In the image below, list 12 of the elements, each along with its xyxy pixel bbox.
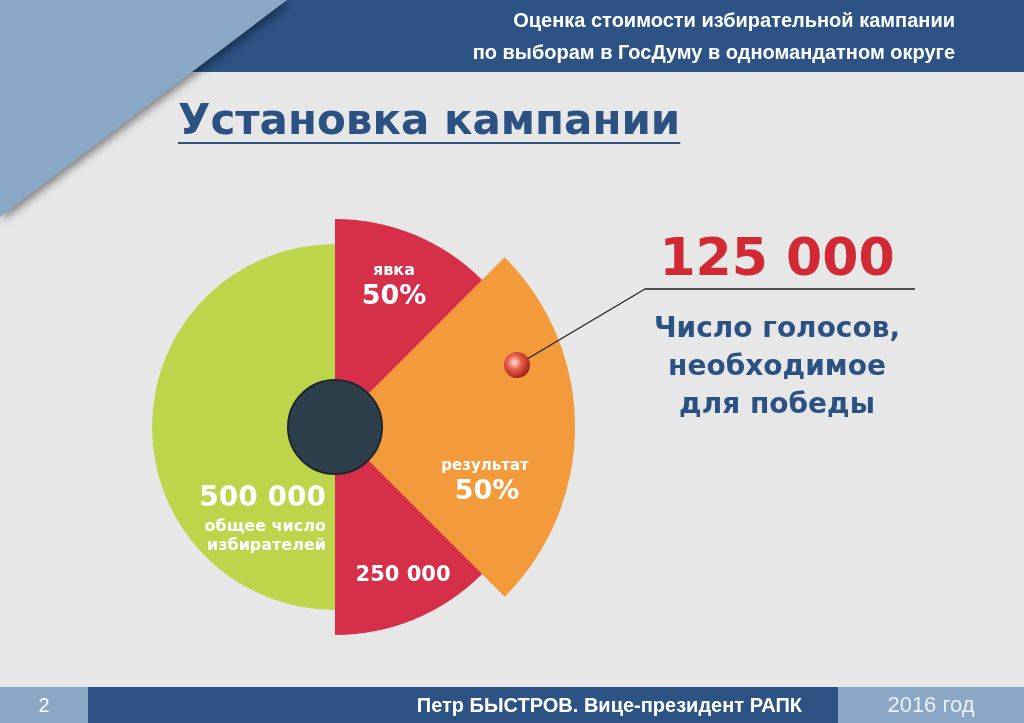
category-label: общее число избирателей bbox=[204, 516, 327, 554]
text: 50% bbox=[454, 474, 520, 505]
text: Петр БЫСТРОВ. Вице-президент РАПК bbox=[415, 693, 802, 718]
data-label: 125 000 bbox=[658, 227, 896, 287]
text: Число голосов, необходимое для победы bbox=[653, 311, 901, 420]
data-label: 500 000 bbox=[199, 480, 326, 513]
category-label: результат bbox=[441, 456, 529, 474]
category-label: явка bbox=[372, 260, 416, 279]
text: Оценка стоимости избирательной кампании по выборам в ГосДуму в одномандатном округе bbox=[472, 8, 955, 65]
data-label: 250 000 bbox=[355, 562, 451, 586]
text: 50% bbox=[361, 279, 427, 310]
text: Установка кампании bbox=[178, 94, 681, 146]
